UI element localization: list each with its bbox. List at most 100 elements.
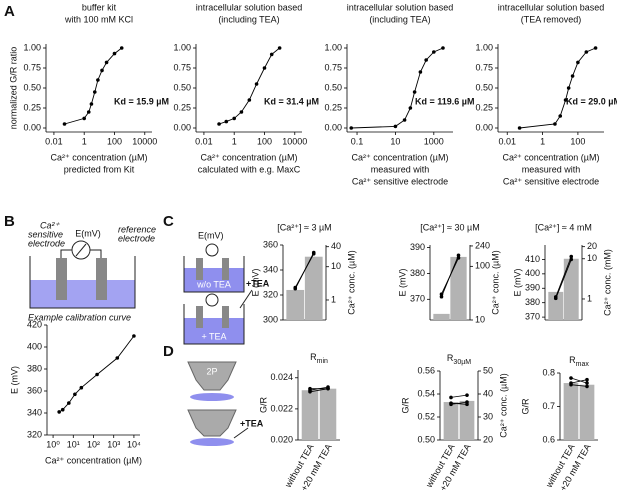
tick-label: 1.00 bbox=[23, 42, 41, 52]
diagram-label: +TEA bbox=[246, 278, 270, 288]
bath bbox=[190, 438, 234, 446]
chart-title: intracellular solution based bbox=[498, 2, 605, 12]
replicate-point bbox=[585, 384, 589, 389]
axis-label: Ca²⁺ concentration (µM) bbox=[503, 152, 600, 162]
tick-label: 100 bbox=[475, 261, 490, 271]
microscope-diagram: 2P +TEA bbox=[187, 361, 264, 446]
tick-label: 10000 bbox=[282, 136, 307, 146]
arrow bbox=[239, 289, 253, 309]
tick-label: 0.01 bbox=[45, 136, 63, 146]
tick-label: 20 bbox=[483, 434, 493, 444]
title-main: R bbox=[569, 355, 576, 365]
data-point bbox=[224, 119, 229, 124]
bar bbox=[563, 383, 579, 440]
replicate-line bbox=[570, 379, 588, 384]
tick-label: 410 bbox=[525, 254, 540, 264]
axis-label: measured with bbox=[371, 164, 430, 174]
data-point bbox=[269, 52, 274, 57]
data-point bbox=[566, 86, 571, 90]
chart-title: intracellular solution based bbox=[347, 2, 454, 12]
annotation: Kd = 15.9 µM bbox=[114, 96, 169, 106]
diagram-label: electrode bbox=[118, 233, 155, 243]
data-point bbox=[439, 292, 444, 296]
annotation: Kd = 119.6 µM bbox=[415, 96, 474, 106]
bar bbox=[433, 313, 450, 320]
axis-label: E (mV) bbox=[250, 268, 260, 296]
chart-title: Example calibration curve bbox=[28, 312, 131, 322]
tick-label: 380 bbox=[525, 297, 540, 307]
data-point bbox=[456, 253, 461, 258]
solution bbox=[184, 318, 244, 344]
axis-label: Ca²⁺ sensitive electrode bbox=[503, 176, 599, 186]
bar bbox=[301, 390, 319, 440]
diagram-label: electrode bbox=[28, 238, 65, 248]
replicate-line bbox=[450, 402, 468, 405]
tick-label: 0.75 bbox=[475, 62, 493, 72]
axis-label: Ca²⁺ concentration (µM) bbox=[352, 152, 449, 162]
diagram-label: +TEA bbox=[240, 418, 264, 428]
annotation: Kd = 31.4 µM bbox=[264, 96, 319, 106]
tick-label: 1 bbox=[232, 136, 237, 146]
arrow bbox=[233, 427, 249, 439]
tick-label: 300 bbox=[263, 314, 278, 324]
replicate-point bbox=[449, 395, 453, 400]
meter bbox=[205, 293, 219, 307]
tick-label: 10² bbox=[87, 439, 100, 449]
tick-label: 0.54 bbox=[417, 388, 435, 398]
axis-label: calculated with e.g. MaxC bbox=[198, 164, 301, 174]
tick-label: 10 bbox=[587, 253, 597, 263]
diagram-label: + TEA bbox=[201, 331, 226, 341]
axis-label: Ca²⁺ concentration (µM) bbox=[201, 152, 298, 162]
axis-label: measured with bbox=[522, 164, 581, 174]
fit-line bbox=[64, 47, 122, 125]
bar bbox=[304, 256, 323, 320]
tick-label: 340 bbox=[263, 264, 278, 274]
data-point bbox=[563, 98, 568, 102]
tick-label: 340 bbox=[27, 407, 42, 417]
solution bbox=[30, 280, 135, 308]
data-line bbox=[441, 257, 459, 295]
data-point bbox=[593, 46, 598, 50]
axis-label: E (mV) bbox=[512, 268, 522, 296]
diagram-label: reference bbox=[118, 224, 156, 234]
tick-label: 1.00 bbox=[173, 42, 191, 52]
data-point bbox=[57, 410, 61, 414]
tick-label: 0.75 bbox=[324, 62, 342, 72]
tick-label: 30 bbox=[483, 411, 493, 421]
replicate-point bbox=[449, 401, 453, 406]
fit-line bbox=[351, 47, 444, 129]
tick-label: 380 bbox=[27, 363, 42, 373]
tick-label: 240 bbox=[475, 240, 490, 250]
tick-label: 370 bbox=[525, 311, 540, 321]
replicate-point bbox=[326, 386, 330, 391]
diagram-label: E(mV) bbox=[198, 230, 224, 240]
tick-label: 0.01 bbox=[195, 136, 213, 146]
data-line bbox=[294, 253, 315, 288]
annotation: Kd = 29.0 µM bbox=[566, 96, 617, 106]
replicate-line bbox=[570, 384, 588, 387]
tick-label: 20 bbox=[587, 241, 597, 251]
electrode bbox=[56, 258, 67, 300]
data-point bbox=[553, 122, 557, 126]
electrode bbox=[96, 258, 107, 300]
panel-label: D bbox=[163, 343, 174, 360]
data-point bbox=[412, 90, 417, 94]
objective bbox=[187, 361, 237, 391]
axis-label: Ca²⁺ conc. (µM) bbox=[490, 250, 500, 314]
data-point bbox=[112, 51, 117, 56]
data-point bbox=[418, 70, 423, 74]
data-line bbox=[555, 259, 572, 299]
tick-label: 1.00 bbox=[475, 42, 493, 52]
tick-label: 390 bbox=[410, 242, 425, 252]
replicate-point bbox=[308, 389, 312, 394]
data-point bbox=[432, 50, 436, 54]
data-point bbox=[293, 285, 298, 290]
data-point bbox=[62, 122, 67, 126]
tick-label: 400 bbox=[525, 268, 540, 278]
tick-label: 0.01 bbox=[498, 136, 516, 146]
data-point bbox=[247, 98, 252, 102]
data-point bbox=[82, 116, 87, 121]
tick-label: 0.25 bbox=[324, 102, 342, 112]
data-point bbox=[393, 124, 398, 129]
